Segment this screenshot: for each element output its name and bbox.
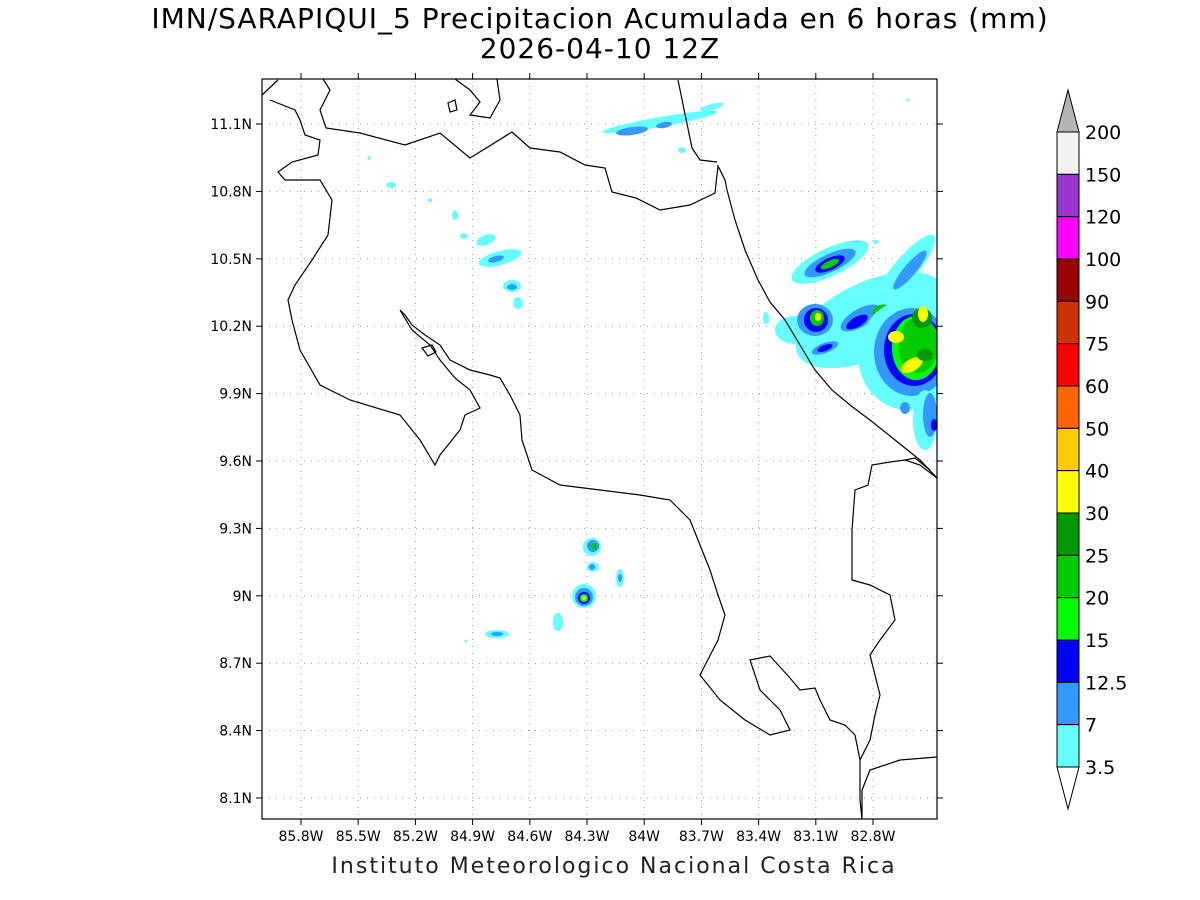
legend-swatch bbox=[1056, 300, 1080, 345]
legend-label: 25 bbox=[1085, 545, 1109, 567]
legend-label: 40 bbox=[1085, 461, 1109, 483]
longitude-axis: 85.8W 85.5W 85.2W 84.9W 84.6W 84.3W 84W 83.7W 83… bbox=[278, 73, 896, 845]
legend-over-arrow bbox=[1056, 88, 1080, 133]
rain-cluster-central bbox=[464, 538, 624, 643]
footer-credit: Instituto Meteorologico Nacional Costa R… bbox=[331, 854, 897, 879]
coast-panama bbox=[904, 457, 931, 471]
coast-caribbean bbox=[726, 189, 937, 479]
legend-label: 90 bbox=[1085, 291, 1109, 313]
legend-swatch bbox=[1056, 427, 1080, 472]
legend-label: 12.5 bbox=[1085, 672, 1127, 694]
y-tick-label: 10.2N bbox=[210, 319, 252, 335]
y-tick-label: 9N bbox=[233, 589, 252, 605]
legend-swatch bbox=[1056, 639, 1080, 683]
legend-label: 3.5 bbox=[1085, 757, 1115, 779]
map-title: IMN/SARAPIQUI_5 Precipitacion Acumulada … bbox=[151, 2, 1049, 35]
x-tick-label: 82.8W bbox=[850, 829, 895, 845]
legend-label: 15 bbox=[1085, 630, 1109, 652]
latitude-axis: 11.1N 10.8N 10.5N 10.2N 9.9N 9.6N 9.3N 9N 8.7N 8.… bbox=[210, 117, 943, 807]
legend-swatch bbox=[1056, 554, 1080, 599]
map-frame bbox=[261, 78, 938, 820]
x-tick-label: 83.4W bbox=[736, 829, 781, 845]
legend-label: 50 bbox=[1085, 418, 1109, 440]
legend-under-arrow bbox=[1056, 766, 1080, 811]
legend-label: 60 bbox=[1085, 376, 1109, 398]
coast-pacific bbox=[262, 79, 863, 819]
x-tick-label: 83.1W bbox=[793, 829, 838, 845]
y-tick-label: 9.9N bbox=[219, 387, 252, 403]
x-tick-label: 84.3W bbox=[564, 829, 609, 845]
y-tick-label: 10.5N bbox=[210, 252, 252, 268]
rain-cluster-caribbean bbox=[763, 234, 937, 450]
border-nicaragua bbox=[319, 79, 728, 211]
precipitation-field bbox=[367, 98, 937, 643]
legend-swatch bbox=[1056, 258, 1080, 302]
legend-label: 75 bbox=[1085, 334, 1109, 356]
x-tick-label: 85.8W bbox=[278, 829, 323, 845]
legend-swatch bbox=[1056, 131, 1080, 175]
legend-label: 30 bbox=[1085, 503, 1109, 525]
x-tick-label: 83.7W bbox=[679, 829, 724, 845]
legend-swatch bbox=[1056, 470, 1080, 514]
legend-label: 100 bbox=[1085, 249, 1121, 271]
rain-cluster-northwest bbox=[367, 156, 523, 309]
lake-nicaragua-shore bbox=[454, 79, 501, 119]
y-tick-label: 8.4N bbox=[219, 724, 252, 740]
legend-label: 150 bbox=[1085, 164, 1121, 186]
map-grid bbox=[262, 79, 937, 819]
y-tick-label: 11.1N bbox=[210, 117, 252, 133]
y-tick-label: 8.7N bbox=[219, 656, 252, 672]
x-tick-label: 84.6W bbox=[507, 829, 552, 845]
border-panama bbox=[851, 459, 937, 819]
legend-swatch bbox=[1056, 724, 1080, 768]
x-tick-label: 85.2W bbox=[393, 829, 438, 845]
legend-label: 7 bbox=[1085, 715, 1097, 737]
map-subtitle-datetime: 2026-04-10 12Z bbox=[479, 32, 721, 65]
islet bbox=[447, 99, 458, 113]
x-tick-label: 84W bbox=[628, 829, 660, 845]
island-chira bbox=[421, 344, 437, 357]
legend-label: 120 bbox=[1085, 207, 1121, 229]
legend-swatch bbox=[1056, 343, 1080, 387]
y-tick-label: 9.6N bbox=[219, 454, 252, 470]
rain-band-north bbox=[602, 98, 910, 153]
legend-swatch bbox=[1056, 681, 1080, 726]
legend-swatch bbox=[1056, 385, 1080, 429]
legend-swatch bbox=[1056, 597, 1080, 641]
legend-swatch bbox=[1056, 512, 1080, 556]
legend-label: 20 bbox=[1085, 588, 1109, 610]
x-tick-label: 85.5W bbox=[336, 829, 381, 845]
legend-swatch bbox=[1056, 173, 1080, 218]
legend-swatch bbox=[1056, 216, 1080, 260]
y-tick-label: 8.1N bbox=[219, 791, 252, 807]
y-tick-label: 10.8N bbox=[210, 184, 252, 200]
y-tick-label: 9.3N bbox=[219, 521, 252, 537]
precipitation-legend: 200 150 120 100 90 75 60 50 40 30 25 20 15 12.5 7 3.5 bbox=[1056, 88, 1127, 811]
coastline-borders bbox=[262, 79, 937, 819]
x-tick-label: 84.9W bbox=[450, 829, 495, 845]
legend-label: 200 bbox=[1085, 122, 1121, 144]
